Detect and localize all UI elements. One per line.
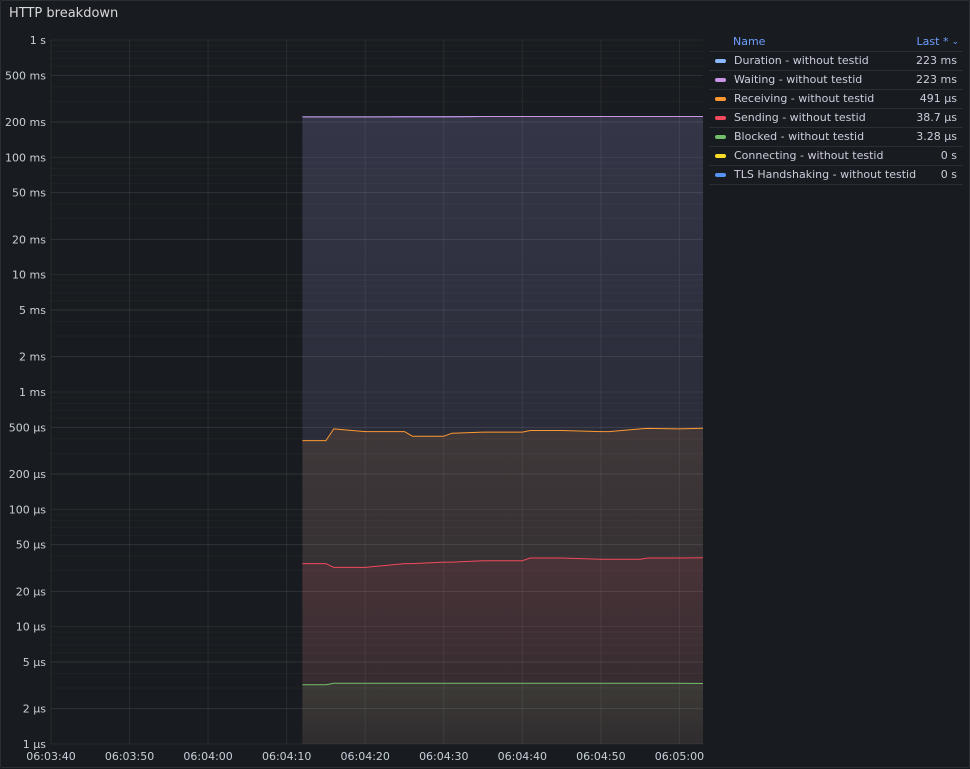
legend-color-swatch: [715, 135, 726, 139]
legend-header-name[interactable]: Name: [733, 33, 765, 51]
y-tick-label: 10 ms: [12, 269, 46, 282]
legend-row-label-group: Sending - without testid: [715, 109, 866, 127]
legend-series-last-value: 3.28 µs: [916, 128, 957, 146]
legend-color-swatch: [715, 59, 726, 63]
legend-row[interactable]: Blocked - without testid 3.28 µs: [709, 128, 963, 147]
legend-series-name: Receiving - without testid: [734, 90, 874, 108]
legend-header-last-label: Last *: [917, 33, 949, 51]
legend-row-label-group: Blocked - without testid: [715, 128, 864, 146]
x-tick-label: 06:04:10: [262, 750, 311, 763]
legend-row[interactable]: Duration - without testid 223 ms: [709, 52, 963, 71]
legend-color-swatch: [715, 97, 726, 101]
legend-row[interactable]: Connecting - without testid 0 s: [709, 147, 963, 166]
x-tick-label: 06:04:30: [419, 750, 468, 763]
legend-row-label-group: Connecting - without testid: [715, 147, 883, 165]
y-tick-label: 20 ms: [12, 233, 46, 246]
chevron-down-icon: ⌄: [951, 33, 959, 51]
y-tick-label: 1 ms: [19, 386, 46, 399]
series-area-fill: [302, 683, 703, 744]
legend-table: Name Last * ⌄ Duration - without testid 2…: [709, 33, 963, 185]
x-tick-label: 06:04:00: [183, 750, 232, 763]
legend-row-label-group: TLS Handshaking - without testid: [715, 166, 916, 184]
y-tick-label: 50 ms: [12, 187, 46, 200]
legend-series-name: Duration - without testid: [734, 52, 869, 70]
legend-row[interactable]: Waiting - without testid 223 ms: [709, 71, 963, 90]
legend-row-label-group: Receiving - without testid: [715, 90, 874, 108]
legend-color-swatch: [715, 116, 726, 120]
x-tick-label: 06:03:40: [26, 750, 75, 763]
y-tick-label: 2 ms: [19, 351, 46, 364]
y-tick-label: 200 µs: [9, 468, 46, 481]
legend-series-last-value: 491 µs: [920, 90, 957, 108]
y-tick-label: 1 s: [30, 34, 46, 47]
legend-header: Name Last * ⌄: [709, 33, 963, 52]
legend-row[interactable]: Receiving - without testid 491 µs: [709, 90, 963, 109]
legend-row-label-group: Duration - without testid: [715, 52, 869, 70]
y-tick-label: 2 µs: [23, 703, 46, 716]
y-tick-label: 100 ms: [5, 151, 46, 164]
y-tick-label: 10 µs: [16, 621, 46, 634]
legend-row-label-group: Waiting - without testid: [715, 71, 862, 89]
legend-series-name: Blocked - without testid: [734, 128, 864, 146]
legend-color-swatch: [715, 78, 726, 82]
legend-row[interactable]: Sending - without testid 38.7 µs: [709, 109, 963, 128]
x-tick-label: 06:05:00: [655, 750, 704, 763]
legend-series-last-value: 0 s: [941, 166, 957, 184]
legend-row[interactable]: TLS Handshaking - without testid 0 s: [709, 166, 963, 185]
x-tick-label: 06:04:20: [341, 750, 390, 763]
legend-header-last[interactable]: Last * ⌄: [917, 33, 959, 51]
legend-series-name: Sending - without testid: [734, 109, 866, 127]
y-tick-label: 500 ms: [5, 69, 46, 82]
legend-series-last-value: 223 ms: [916, 71, 957, 89]
y-tick-label: 200 ms: [5, 116, 46, 129]
y-tick-label: 500 µs: [9, 421, 46, 434]
legend-series-name: TLS Handshaking - without testid: [734, 166, 916, 184]
x-tick-label: 06:03:50: [105, 750, 154, 763]
y-tick-label: 5 µs: [23, 656, 46, 669]
legend-color-swatch: [715, 154, 726, 158]
legend-color-swatch: [715, 173, 726, 177]
y-tick-label: 20 µs: [16, 585, 46, 598]
y-tick-label: 50 µs: [16, 539, 46, 552]
x-tick-label: 06:04:50: [576, 750, 625, 763]
legend-series-last-value: 38.7 µs: [916, 109, 957, 127]
y-tick-label: 5 ms: [19, 304, 46, 317]
y-tick-label: 100 µs: [9, 503, 46, 516]
legend-series-name: Waiting - without testid: [734, 71, 862, 89]
x-tick-label: 06:04:40: [498, 750, 547, 763]
legend-series-last-value: 0 s: [941, 147, 957, 165]
legend-series-name: Connecting - without testid: [734, 147, 883, 165]
legend-series-last-value: 223 ms: [916, 52, 957, 70]
